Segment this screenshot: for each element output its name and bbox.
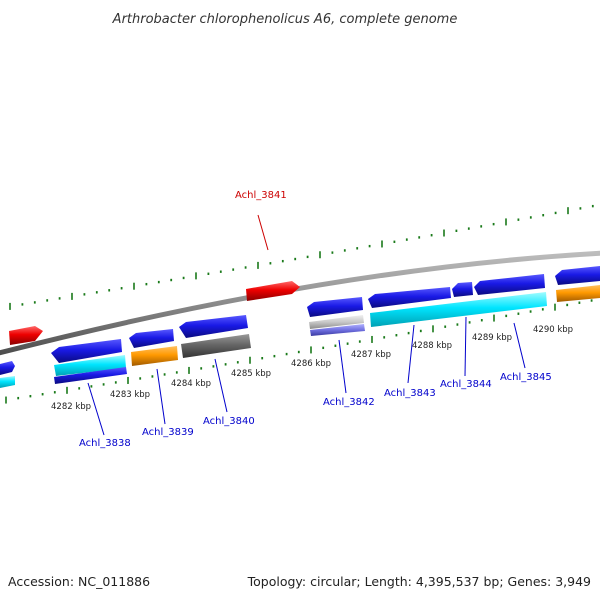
genome-summary-text: Topology: circular; Length: 4,395,537 bp… <box>247 574 591 589</box>
leader-achl-3839 <box>156 368 166 425</box>
gene-label-achl-3838: Achl_3838 <box>79 438 131 449</box>
forward-strand-features <box>9 281 300 345</box>
leader-achl-3840 <box>214 358 228 413</box>
feature-blue <box>368 287 451 308</box>
feature-cyan <box>0 376 15 388</box>
scale-label: 4289 kbp <box>472 333 512 343</box>
scale-label: 4284 kbp <box>171 379 211 389</box>
feature-pseudo <box>181 334 251 358</box>
leader-achl-3842 <box>338 339 347 394</box>
feature-blue <box>474 274 545 295</box>
gene-label-achl-3845: Achl_3845 <box>500 372 552 383</box>
outer-scale-ring <box>9 204 594 310</box>
scale-labels: 4282 kbp 4283 kbp 4284 kbp 4285 kbp 4286… <box>51 325 573 412</box>
gene-label-achl-3840: Achl_3840 <box>203 416 255 427</box>
feature-other <box>310 324 365 336</box>
feature-blue <box>179 315 248 338</box>
gene-label-achl-3839: Achl_3839 <box>142 427 194 438</box>
gene-label-achl-3841: Achl_3841 <box>235 190 287 201</box>
feature-cyan <box>370 292 547 327</box>
scale-label: 4290 kbp <box>533 325 573 335</box>
leader-achl-3845 <box>513 322 526 369</box>
map-title: Arthrobacter chlorophenolicus A6, comple… <box>112 12 458 27</box>
scale-label: 4285 kbp <box>231 369 271 379</box>
accession-text: Accession: NC_011886 <box>8 574 151 589</box>
feature-blue <box>0 361 15 375</box>
scale-label: 4283 kbp <box>110 390 150 400</box>
reverse-strand-features <box>0 266 600 388</box>
leader-achl-3844 <box>464 316 467 377</box>
gene-label-achl-3844: Achl_3844 <box>440 379 492 390</box>
scale-label: 4286 kbp <box>291 359 331 369</box>
feature-orange <box>131 346 178 366</box>
scale-label: 4287 kbp <box>351 350 391 360</box>
feature-blue <box>555 266 600 285</box>
gene-label-achl-3842: Achl_3842 <box>323 397 375 408</box>
gene-label-achl-3843: Achl_3843 <box>384 388 436 399</box>
scale-label: 4288 kbp <box>412 341 452 351</box>
feature-other <box>309 315 364 329</box>
feature-blue <box>54 367 127 384</box>
leader-achl-3841 <box>257 214 269 251</box>
gene-labels: Achl_3838 Achl_3839 Achl_3840 Achl_3841 … <box>79 190 552 449</box>
feature-orange <box>556 285 600 302</box>
feature-blue <box>452 282 473 297</box>
genome-backbone <box>0 250 600 356</box>
scale-label: 4282 kbp <box>51 402 91 412</box>
leader-achl-3843 <box>407 324 415 384</box>
feature-blue <box>307 297 363 317</box>
feature-achl-3841 <box>246 281 300 301</box>
leader-achl-3838 <box>87 382 105 436</box>
feature-red <box>9 326 43 345</box>
inner-scale-ring <box>5 299 593 404</box>
feature-cyan <box>54 355 126 376</box>
feature-blue <box>51 339 122 363</box>
gene-leader-lines <box>87 214 526 436</box>
feature-blue <box>129 329 174 348</box>
